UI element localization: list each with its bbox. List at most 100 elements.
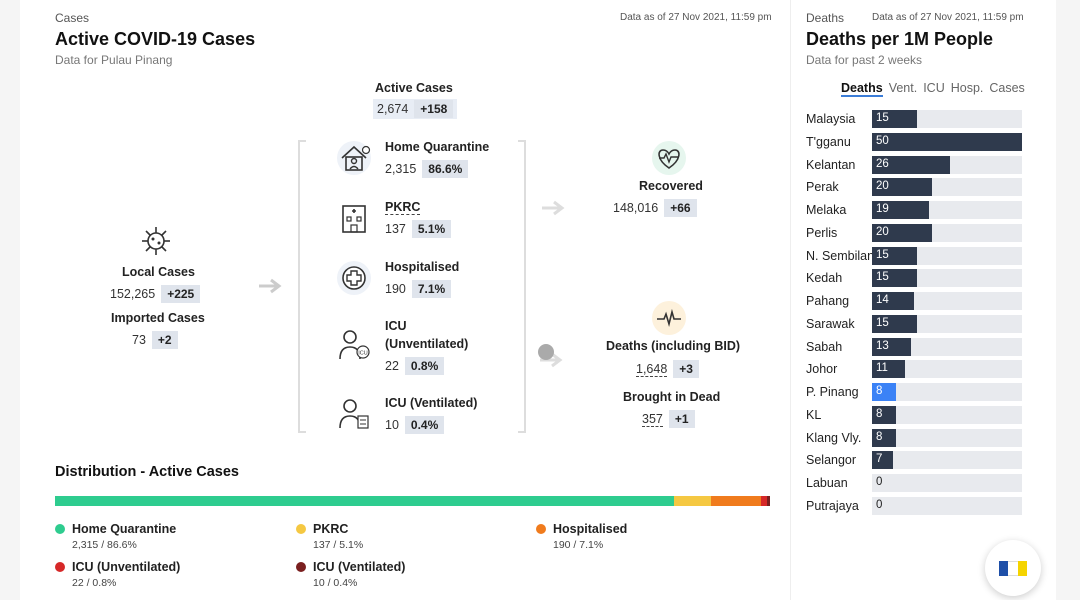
tab-cases[interactable]: Cases (989, 81, 1025, 95)
chart-row[interactable]: Kelantan 26 (806, 155, 1022, 174)
bid-delta: +1 (668, 410, 695, 428)
chart-category-label: Johor (806, 362, 838, 377)
chart-row[interactable]: Malaysia 15 (806, 110, 1022, 128)
recovered-delta: +66 (664, 199, 697, 217)
pkrc-count: 137 (385, 222, 406, 236)
chart-bar-track: 50 (872, 132, 1022, 151)
tab-deaths[interactable]: Deaths (841, 81, 883, 97)
icu-vent-value: 10 0.4% (385, 416, 445, 434)
chart-value-label: 50 (876, 134, 889, 147)
legend-value: 10 / 0.4% (313, 577, 358, 589)
active-delta: +158 (414, 100, 454, 118)
legend-item: PKRC 137 / 5.1% (296, 522, 363, 551)
distribution-segment (55, 496, 675, 506)
metric-tabs: Deaths Vent. ICU Hosp. Cases (841, 81, 1025, 97)
tab-icu[interactable]: ICU (923, 81, 945, 95)
tab-vent[interactable]: Vent. (888, 81, 918, 95)
state-selector-button[interactable] (985, 540, 1041, 596)
legend-item: Hospitalised 190 / 7.1% (536, 522, 627, 551)
group-bracket-left (298, 140, 306, 433)
deaths-card: Deaths Data as of 27 Nov 2021, 11:59 pm … (790, 0, 1056, 600)
chart-category-label: Malaysia (806, 112, 856, 126)
home-quarantine-label: Home Quarantine (385, 140, 490, 154)
pkrc-label[interactable]: PKRC (385, 200, 421, 215)
chart-row[interactable]: Sarawak 15 (806, 314, 1022, 333)
chart-row[interactable]: T'gganu 50 (806, 132, 1022, 151)
chart-category-label: Sabah (806, 339, 843, 354)
hosp-pct: 7.1% (411, 280, 452, 298)
chart-row[interactable]: P. Pinang 8 (806, 383, 1022, 401)
scroll-handle[interactable] (538, 344, 554, 360)
legend-label: PKRC (313, 522, 349, 536)
data-as-of: Data as of 27 Nov 2021, 11:59 pm (872, 12, 1024, 23)
legend-dot (536, 524, 546, 534)
chart-row[interactable]: Labuan 0 (806, 474, 1022, 492)
chart-value-label: 15 (876, 316, 889, 329)
chart-bar-track: 8 (872, 383, 1022, 401)
chart-row[interactable]: Melaka 19 (806, 201, 1022, 219)
chart-category-label: N. Sembilan (806, 248, 875, 263)
chart-bar (872, 269, 917, 288)
page-title: Active COVID-19 Cases (55, 29, 256, 49)
legend-dot (55, 562, 65, 572)
chart-row[interactable]: Klang Vly. 8 (806, 428, 1022, 447)
chart-value-label: 8 (876, 385, 883, 397)
bid-label: Brought in Dead (623, 390, 721, 404)
chart-value-label: 0 (876, 476, 883, 488)
deaths-subtitle: Data for past 2 weeks (806, 53, 923, 67)
chart-row[interactable]: Perak 20 (806, 178, 1022, 197)
chart-bar (872, 405, 896, 424)
chart-value-label: 15 (876, 271, 889, 284)
chart-row[interactable]: N. Sembilan 15 (806, 246, 1022, 265)
chart-row[interactable]: Perlis 20 (806, 223, 1022, 242)
deaths-delta: +3 (673, 360, 699, 378)
pkrc-pct: 5.1% (411, 220, 452, 238)
chart-bar-track: 15 (872, 314, 1022, 333)
chart-row[interactable]: Pahang 14 (806, 292, 1022, 310)
legend-label: ICU (Unventilated) (72, 560, 181, 574)
chart-bar-track: 26 (872, 155, 1022, 174)
imported-cases-label: Imported Cases (111, 311, 205, 325)
medical-cross-icon (336, 260, 372, 296)
legend-value: 22 / 0.8% (72, 577, 117, 589)
chart-row[interactable]: KL 8 (806, 405, 1022, 424)
chart-bar-track: 15 (872, 110, 1022, 128)
chart-row[interactable]: Putrajaya 0 (806, 496, 1022, 515)
chart-row[interactable]: Sabah 13 (806, 337, 1022, 356)
legend-label: ICU (Ventilated) (313, 560, 406, 574)
deaths-count[interactable]: 1,648 (636, 361, 668, 377)
chart-bar (872, 360, 905, 379)
chart-value-label: 7 (876, 453, 883, 466)
chart-row[interactable]: Kedah 15 (806, 269, 1022, 288)
penang-flag-icon (999, 561, 1027, 576)
pulse-line-icon (651, 300, 687, 336)
legend-dot (55, 524, 65, 534)
chart-value-label: 11 (876, 362, 888, 375)
chart-category-label: Pahang (806, 294, 850, 308)
imported-value: 73 (132, 333, 146, 347)
tab-hosp[interactable]: Hosp. (950, 81, 984, 95)
svg-text:ICU: ICU (358, 351, 368, 357)
deaths-value: 1,648 +3 (636, 360, 699, 378)
chart-bar-track: 20 (872, 223, 1022, 242)
chart-bar (872, 155, 950, 174)
chart-row[interactable]: Selangor 7 (806, 451, 1022, 470)
chart-row[interactable]: Johor 11 (806, 360, 1022, 379)
legend-value: 2,315 / 86.6% (72, 539, 137, 551)
chart-bar-track: 8 (872, 428, 1022, 447)
chart-bar-track: 8 (872, 405, 1022, 424)
distribution-segment (767, 496, 770, 506)
chart-bar (872, 132, 1022, 151)
bid-count[interactable]: 357 (642, 411, 663, 427)
icu-vent-pct: 0.4% (404, 416, 445, 434)
chart-value-label: 20 (876, 180, 889, 193)
chart-bar (872, 337, 911, 356)
hq-pct: 86.6% (422, 160, 469, 178)
chart-bar (872, 201, 929, 219)
deaths-title: Deaths per 1M People (806, 29, 994, 49)
chart-value-label: 8 (876, 430, 883, 443)
house-icon (336, 140, 372, 176)
icu-unvent-count: 22 (385, 359, 399, 373)
chart-category-label: Melaka (806, 203, 847, 217)
chart-category-label: Klang Vly. (806, 430, 862, 445)
